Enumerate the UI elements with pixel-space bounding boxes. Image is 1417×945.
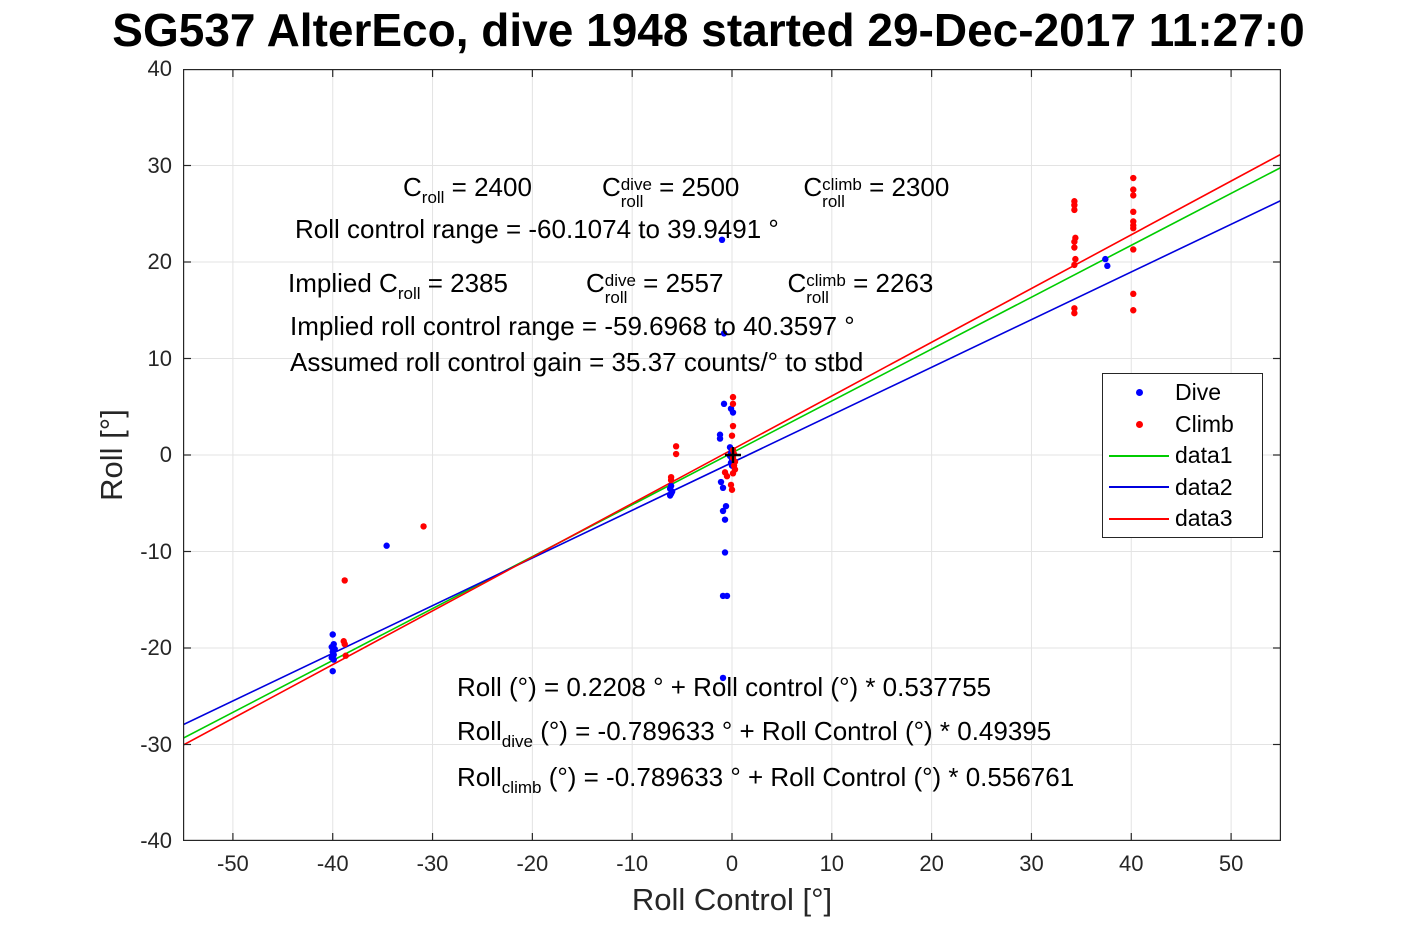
annotation-fit-equation-all: Roll (°) = 0.2208 ° + Roll control (°) *… bbox=[457, 672, 992, 702]
plot-canvas bbox=[183, 69, 1281, 841]
y-tick-label: 40 bbox=[147, 56, 172, 81]
x-tick-label: -40 bbox=[316, 851, 349, 876]
legend-dot-marker bbox=[1103, 389, 1175, 396]
x-axis-label: Roll Control [°] bbox=[631, 882, 833, 917]
x-tick-label: -50 bbox=[217, 851, 249, 876]
y-tick-label: 10 bbox=[147, 345, 172, 371]
c-roll-term: Croll = 2400 bbox=[403, 172, 532, 208]
legend-rows: Dive Climb data1 data2 data3 bbox=[1103, 377, 1262, 535]
legend-item-data1: data1 bbox=[1103, 440, 1262, 472]
legend-label: Dive bbox=[1175, 379, 1222, 405]
legend-label: data1 bbox=[1175, 442, 1233, 468]
y-axis-label: Roll [°] bbox=[94, 409, 129, 501]
x-tick-label: -30 bbox=[416, 851, 449, 876]
legend-line-marker bbox=[1103, 486, 1175, 488]
figure-title: SG537 AlterEco, dive 1948 started 29-Dec… bbox=[112, 4, 1305, 56]
annotation-roll-control-range: Roll control range = -60.1074 to 39.9491… bbox=[295, 214, 779, 244]
annotation-fit-equation-climb: Rollclimb (°) = -0.789633 ° + Roll Contr… bbox=[457, 762, 1075, 798]
x-tick-label: -20 bbox=[516, 851, 549, 876]
y-tick-label: -30 bbox=[140, 731, 172, 757]
x-tick-label: 30 bbox=[1019, 851, 1044, 876]
legend-dot-marker bbox=[1103, 420, 1175, 428]
y-tick-label: -10 bbox=[140, 538, 172, 564]
y-tick-label: 20 bbox=[147, 249, 172, 274]
x-tick-label: 20 bbox=[919, 851, 944, 876]
x-tick-label: 40 bbox=[1119, 851, 1144, 876]
x-tick-label: 0 bbox=[725, 851, 739, 876]
legend-label: data3 bbox=[1175, 505, 1233, 531]
legend-item-dive: Dive bbox=[1103, 377, 1262, 409]
y-tick-label: -40 bbox=[140, 828, 172, 853]
x-tick-label: 50 bbox=[1218, 851, 1244, 876]
legend-label: data2 bbox=[1175, 473, 1233, 500]
annotation-roll-control-gain: Assumed roll control gain = 35.37 counts… bbox=[290, 347, 864, 377]
legend-item-data2: data2 bbox=[1103, 471, 1262, 503]
legend-line-marker bbox=[1103, 517, 1175, 520]
annotation-implied-roll-control-range: Implied roll control range = -59.6968 to… bbox=[290, 311, 855, 341]
x-tick-label: 10 bbox=[819, 851, 845, 876]
y-tick-label: -20 bbox=[140, 635, 172, 660]
legend-item-climb: Climb bbox=[1103, 408, 1262, 440]
annotation-fit-equation-dive: Rolldive (°) = -0.789633 ° + Roll Contro… bbox=[457, 716, 1052, 752]
implied-c-roll-term: Implied Croll = 2385 bbox=[288, 268, 508, 304]
legend-label: Climb bbox=[1175, 410, 1234, 437]
plot-area bbox=[183, 69, 1281, 841]
legend-item-data3: data3 bbox=[1103, 503, 1262, 535]
y-tick-label: 0 bbox=[159, 442, 172, 467]
y-tick-label: 30 bbox=[147, 152, 172, 178]
legend-line-marker bbox=[1103, 454, 1175, 457]
x-tick-label: -10 bbox=[616, 851, 649, 876]
legend: Dive Climb data1 data2 data3 bbox=[1102, 373, 1263, 538]
